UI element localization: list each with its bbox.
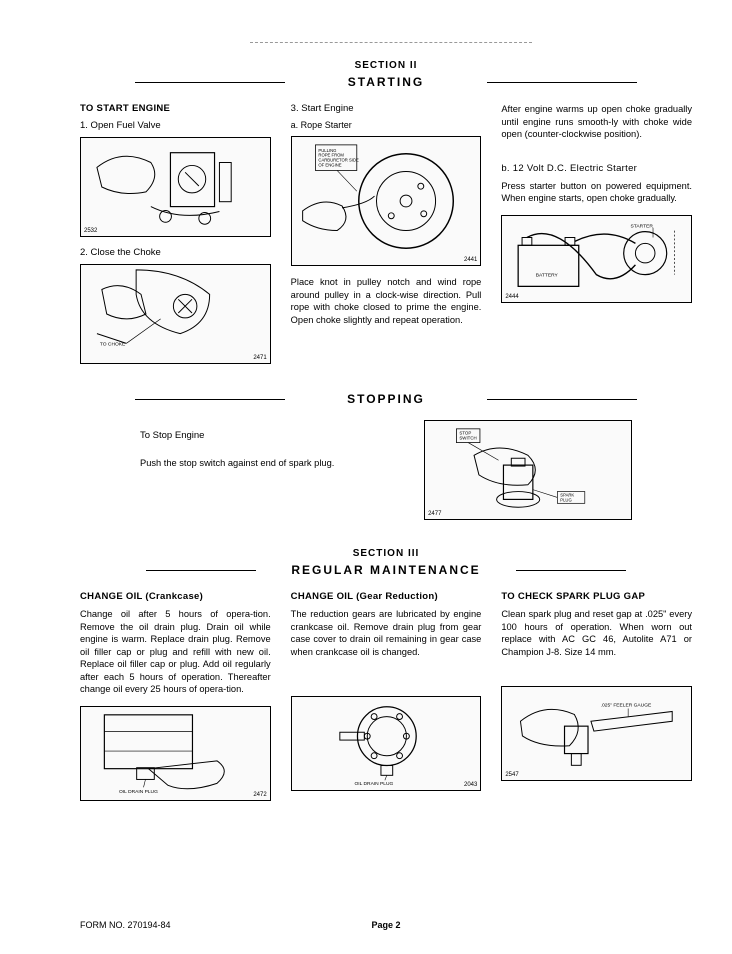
svg-text:OIL DRAIN PLUG: OIL DRAIN PLUG <box>119 789 158 795</box>
illus-num: 2441 <box>464 257 477 263</box>
feeler-gauge-illustration: .025" FEELER GAUGE 2547 <box>501 686 692 781</box>
section2-header: SECTION II <box>80 60 692 71</box>
stopping-row: To Stop Engine Push the stop switch agai… <box>80 420 692 530</box>
fuel-valve-illustration: 2532 <box>80 137 271 237</box>
step1-label: 1. Open Fuel Valve <box>80 120 271 131</box>
change-oil-crankcase-heading: CHANGE OIL (Crankcase) <box>80 591 271 602</box>
spark-plug-text: Clean spark plug and reset gap at .025" … <box>501 608 692 658</box>
starting-col2: 3. Start Engine a. Rope Starter PULLING … <box>291 103 482 374</box>
starting-col3: After engine warms up open choke gradual… <box>501 103 692 374</box>
form-number: FORM NO. 270194-84 <box>80 920 171 930</box>
illus-num: 2444 <box>505 294 518 300</box>
choke-illustration: TO CHOKE 2471 <box>80 264 271 364</box>
svg-text:BATTERY: BATTERY <box>536 272 559 278</box>
electric-starter-text: Press starter button on powered equipmen… <box>501 180 692 205</box>
illus-num: 2547 <box>505 772 518 778</box>
section3-title: REGULAR MAINTENANCE <box>80 563 692 577</box>
svg-text:STARTER: STARTER <box>631 223 654 229</box>
maint-col2: CHANGE OIL (Gear Reduction) The reductio… <box>291 591 482 811</box>
warmup-text: After engine warms up open choke gradual… <box>501 103 692 141</box>
stop-engine-text: Push the stop switch against end of spar… <box>140 457 394 470</box>
battery-starter-illustration: BATTERY STARTER 2444 <box>501 215 692 303</box>
stopping-img-col: STOP SWITCH SPARK PLUG 2477 <box>424 420 632 530</box>
svg-text:OF ENGINE: OF ENGINE <box>318 163 341 168</box>
stop-engine-heading: To Stop Engine <box>140 430 394 441</box>
illus-num: 2043 <box>464 782 477 788</box>
crankcase-drain-illustration: OIL DRAIN PLUG 2472 <box>80 706 271 801</box>
top-dashed-line <box>250 42 532 43</box>
stopping-text-col: To Stop Engine Push the stop switch agai… <box>140 420 394 480</box>
stop-switch-illustration: STOP SWITCH SPARK PLUG 2477 <box>424 420 632 520</box>
svg-text:OIL DRAIN PLUG: OIL DRAIN PLUG <box>354 781 393 787</box>
gear-reduction-text: The reduction gears are lubricated by en… <box>291 608 482 658</box>
starting-col1: TO START ENGINE 1. Open Fuel Valve 2532 … <box>80 103 271 374</box>
svg-text:TO CHOKE: TO CHOKE <box>100 341 126 347</box>
section3-header: SECTION III <box>80 548 692 559</box>
electric-starter-heading: b. 12 Volt D.C. Electric Starter <box>501 163 692 174</box>
svg-text:.025" FEELER GAUGE: .025" FEELER GAUGE <box>601 703 652 709</box>
illus-num: 2471 <box>253 355 266 361</box>
stopping-title: STOPPING <box>80 392 692 406</box>
illus-num: 2472 <box>253 792 266 798</box>
illus-num: 2532 <box>84 228 97 234</box>
step3-label: 3. Start Engine <box>291 103 482 114</box>
rope-starter-illustration: PULLING ROPE FROM CARBURETOR SIDE OF ENG… <box>291 136 482 266</box>
page-footer: FORM NO. 270194-84 Page 2 <box>80 920 692 930</box>
maint-col3: TO CHECK SPARK PLUG GAP Clean spark plug… <box>501 591 692 811</box>
rope-starter-text: Place knot in pulley notch and wind rope… <box>291 276 482 326</box>
illus-num: 2477 <box>428 511 441 517</box>
maintenance-columns: CHANGE OIL (Crankcase) Change oil after … <box>80 591 692 811</box>
step2-label: 2. Close the Choke <box>80 247 271 258</box>
section2-title: STARTING <box>80 75 692 89</box>
crankcase-text: Change oil after 5 hours of opera-tion. … <box>80 608 271 696</box>
spark-plug-gap-heading: TO CHECK SPARK PLUG GAP <box>501 591 692 602</box>
svg-text:SWITCH: SWITCH <box>459 436 476 441</box>
rope-starter-label: a. Rope Starter <box>291 120 482 130</box>
gear-case-illustration: OIL DRAIN PLUG 2043 <box>291 696 482 791</box>
svg-text:PLUG: PLUG <box>560 497 571 502</box>
maint-col1: CHANGE OIL (Crankcase) Change oil after … <box>80 591 271 811</box>
starting-columns: TO START ENGINE 1. Open Fuel Valve 2532 … <box>80 103 692 374</box>
change-oil-gear-heading: CHANGE OIL (Gear Reduction) <box>291 591 482 602</box>
to-start-heading: TO START ENGINE <box>80 103 271 114</box>
page-number: Page 2 <box>371 920 400 930</box>
